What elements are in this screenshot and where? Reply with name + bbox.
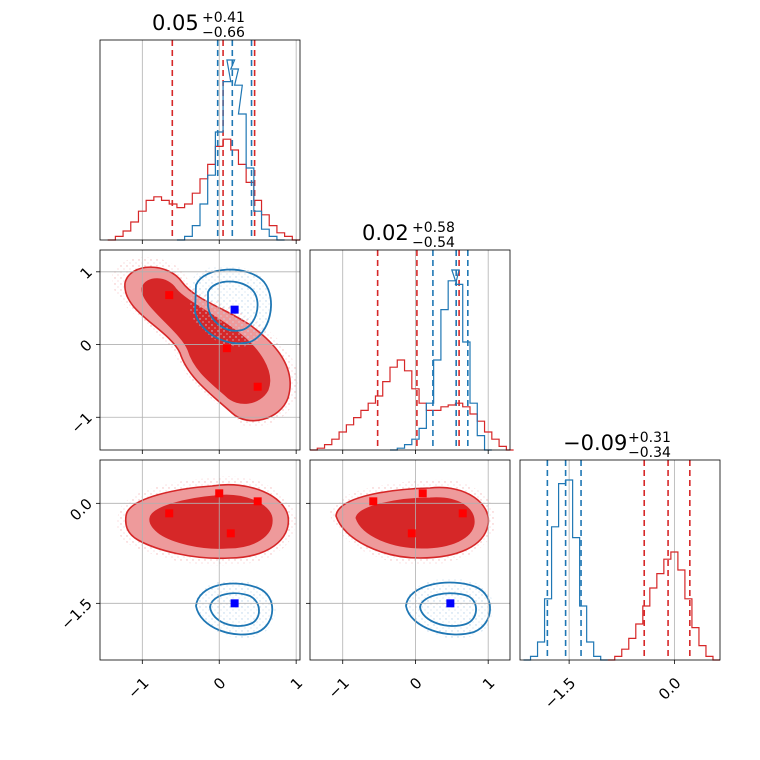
blue-contour-outer [405, 581, 491, 636]
panel-hist-1 [99, 39, 301, 244]
histogram-step-red [310, 359, 514, 451]
y-tick-label: 0.0 [66, 495, 96, 525]
title-minus: −0.54 [412, 235, 455, 251]
red-contour-inner-fill [141, 278, 271, 404]
x-tick-label: 1 [287, 674, 306, 693]
marker-red [418, 489, 427, 498]
red-contour-inner-fill [355, 497, 475, 549]
x-tick-label: −1 [325, 674, 353, 702]
marker-red [226, 529, 235, 538]
title-hist-2: 0.02 +0.58 −0.54 [362, 220, 455, 251]
title-main: 0.05 [152, 11, 199, 35]
title-plus: +0.31 [628, 430, 671, 446]
title-plus: +0.41 [202, 10, 245, 26]
blue-density-scatter [405, 578, 494, 639]
panel-frame [99, 459, 301, 661]
marker-blue [230, 305, 239, 314]
histogram-step-red [107, 138, 300, 241]
title-hist-1: 0.05 +0.41 −0.66 [152, 10, 245, 41]
y-tick-label: 0 [76, 336, 95, 355]
contour-layer-3-1 [116, 476, 296, 639]
blue-contour-outer [194, 268, 272, 345]
y-tick-label: 1 [76, 263, 95, 282]
marker-red [253, 382, 262, 391]
panel-hist-2 [309, 249, 514, 454]
blue-density-scatter [195, 580, 276, 639]
title-minus: −0.66 [202, 25, 245, 41]
marker-red [165, 509, 174, 518]
x-tick-label: −1.5 [541, 674, 579, 712]
title-plus: +0.58 [412, 220, 455, 236]
panel-frame [309, 459, 511, 661]
blue-contour-outer [195, 582, 274, 636]
panel-frame [519, 459, 721, 661]
x-tick-label: 0 [210, 674, 229, 693]
blue-contour-inner [419, 592, 477, 627]
marker-blue [446, 599, 455, 608]
y-tick-label: −1 [68, 409, 96, 437]
x-tick-label: 0 [406, 674, 425, 693]
marker-red [369, 497, 378, 506]
panels-layer: −1.5 0.0 −1 0 1 −1 0 1 −1.5 0.0 −1 0 1 [57, 39, 721, 712]
y-tick-label: −1.5 [57, 595, 95, 633]
title-minus: −0.34 [628, 445, 671, 461]
panel-frame [99, 39, 301, 241]
panel-hist-3: −1.5 0.0 [519, 459, 721, 712]
x-tick-label: 1 [479, 674, 498, 693]
panel-frame [99, 249, 301, 451]
marker-red [215, 489, 224, 498]
histogram-step-blue [390, 269, 492, 451]
title-main: −0.09 [563, 431, 627, 455]
marker-red [253, 497, 262, 506]
panel-scatter-3-2: −1 0 1 [306, 459, 511, 702]
title-hist-3: −0.09 +0.31 −0.34 [563, 430, 671, 461]
marker-red [222, 344, 231, 353]
title-main: 0.02 [362, 221, 409, 245]
marker-red [165, 291, 174, 300]
blue-contour-inner [207, 280, 259, 332]
marker-red [407, 529, 416, 538]
histogram-step-red [607, 551, 720, 661]
x-tick-label: 0.0 [655, 674, 685, 704]
marker-red [458, 509, 467, 518]
panel-frame [309, 249, 511, 451]
blue-contour-inner [209, 592, 260, 627]
red-contour-inner-fill [149, 494, 273, 549]
x-tick-label: −1 [124, 674, 152, 702]
marker-blue [230, 599, 239, 608]
contour-layer-2-1 [111, 256, 299, 428]
